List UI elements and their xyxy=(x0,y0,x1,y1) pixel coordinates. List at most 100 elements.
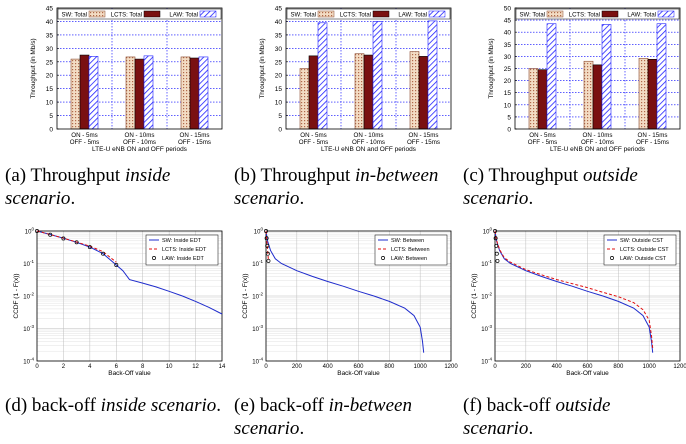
x-tick-label: 200 xyxy=(521,364,532,370)
x-tick-label: 600 xyxy=(353,364,364,370)
category-label-off: OFF - 10ms xyxy=(581,139,614,146)
caption-d-dot: . xyxy=(216,395,221,416)
bar-law xyxy=(656,23,667,130)
category-label-on: ON - 10ms xyxy=(354,132,384,139)
legend-label: LCTS: Outside CST xyxy=(620,247,669,253)
bar-lcts xyxy=(647,59,658,130)
y-tick-exponent: 0 xyxy=(260,227,263,232)
lcts-line xyxy=(36,230,117,263)
caption-b-dot: . xyxy=(299,188,305,209)
y-tick-label: 20 xyxy=(46,73,54,80)
x-axis-label: LTE-U eNB ON and OFF periods xyxy=(550,146,646,153)
legend-label: SW: Total xyxy=(520,13,545,19)
plot-frame xyxy=(36,230,223,362)
caption-f-emphasis: outside xyxy=(555,395,611,416)
legend-label: LCTS: Total xyxy=(111,13,142,19)
y-tick-label: 10 xyxy=(504,102,512,109)
y-tick-label: 35 xyxy=(504,42,512,49)
legend-label: LAW: Between xyxy=(391,256,427,262)
law-marker xyxy=(265,251,270,256)
y-tick-label: 5 xyxy=(507,114,511,121)
caption-a-tail: scenario xyxy=(5,188,71,209)
legend-swatch xyxy=(88,10,106,18)
law-marker xyxy=(264,229,268,233)
plot-frame xyxy=(285,7,452,130)
y-tick-label: 30 xyxy=(504,54,512,61)
y-tick-label: 100 xyxy=(483,227,493,236)
legend-label: LCTS: Between xyxy=(391,247,430,253)
legend-swatch xyxy=(601,10,619,18)
caption-c-tail: scenario xyxy=(463,188,529,209)
y-tick-label: 10-1 xyxy=(23,259,34,268)
legend-marker xyxy=(610,256,614,260)
caption-b-tail: scenario xyxy=(234,188,300,209)
legend: SW: Outside CST LCTS: Outside CST LAW: Out… xyxy=(603,234,677,266)
bar-law xyxy=(427,20,438,130)
sw-line xyxy=(265,230,425,353)
y-tick-label: 25 xyxy=(504,66,512,73)
category-label-off: OFF - 10ms xyxy=(123,139,156,146)
legend-swatch xyxy=(317,10,335,18)
law-marker xyxy=(265,243,270,248)
y-tick-label: 10-3 xyxy=(481,324,492,333)
bar-lcts xyxy=(308,55,319,130)
bar-lcts xyxy=(592,64,603,130)
x-tick-label: 200 xyxy=(292,364,303,370)
bar-law xyxy=(317,22,328,130)
legend-swatch xyxy=(546,10,564,18)
y-tick-label: 40 xyxy=(275,19,283,26)
bar-law xyxy=(372,21,383,130)
bar-lcts xyxy=(189,57,200,130)
legend-marker xyxy=(152,256,156,260)
plot-frame xyxy=(56,7,223,130)
y-tick-label: 50 xyxy=(504,6,512,13)
bar-sw xyxy=(583,60,594,130)
legend-swatch xyxy=(428,10,446,18)
law-marker xyxy=(494,243,499,248)
y-tick-exponent: -2 xyxy=(488,292,492,297)
bar-sw xyxy=(180,56,191,130)
law-marker xyxy=(494,251,499,256)
y-tick-label: 35 xyxy=(46,32,54,39)
x-tick-label: 10 xyxy=(166,364,173,370)
y-tick-label: 0 xyxy=(49,127,53,134)
category-label-off: OFF - 10ms xyxy=(352,139,385,146)
law-marker xyxy=(493,236,498,241)
bar-lcts xyxy=(134,58,145,130)
x-tick-label: 6 xyxy=(115,364,119,370)
bar-sw xyxy=(528,68,539,130)
legend-box xyxy=(515,8,680,20)
lcts-line xyxy=(494,230,654,349)
legend-label: SW: Between xyxy=(391,238,424,244)
caption-b-emphasis: in-between xyxy=(355,165,439,186)
y-tick-label: 0 xyxy=(278,127,282,134)
caption-a: (a) Throughput inside scenario. xyxy=(5,164,227,210)
y-tick-exponent: -2 xyxy=(259,292,263,297)
bar-sw xyxy=(299,68,310,130)
x-tick-label: 14 xyxy=(219,364,226,370)
caption-d-label: (d) back-off xyxy=(5,395,101,416)
law-marker xyxy=(74,240,79,245)
legend: SW: Total LCTS: Total LAW: Total xyxy=(515,8,680,20)
category-label-on: ON - 5ms xyxy=(71,132,97,139)
y-tick-label: 45 xyxy=(275,6,283,13)
y-tick-label: 15 xyxy=(504,90,512,97)
x-tick-label: 1000 xyxy=(413,364,427,370)
y-tick-label: 10-1 xyxy=(481,259,492,268)
y-axis-label: CCDF (1 - F(x)) xyxy=(242,273,249,318)
caption-e-label: (e) back-off xyxy=(234,395,329,416)
legend-label: SW: Total xyxy=(291,13,316,19)
legend-label: LAW: Outside CST xyxy=(620,256,667,262)
y-tick-exponent: -3 xyxy=(488,324,492,329)
category-label-off: OFF - 15ms xyxy=(178,139,211,146)
legend-label: SW: Total xyxy=(62,13,87,19)
y-tick-exponent: -2 xyxy=(30,292,34,297)
legend: SW: Total LCTS: Total LAW: Total xyxy=(57,8,222,20)
x-axis-label: Back-Off value xyxy=(108,370,151,377)
law-marker xyxy=(266,258,271,263)
bar-law xyxy=(88,56,99,130)
y-tick-label: 10 xyxy=(46,100,54,107)
y-tick-label: 100 xyxy=(254,227,264,236)
